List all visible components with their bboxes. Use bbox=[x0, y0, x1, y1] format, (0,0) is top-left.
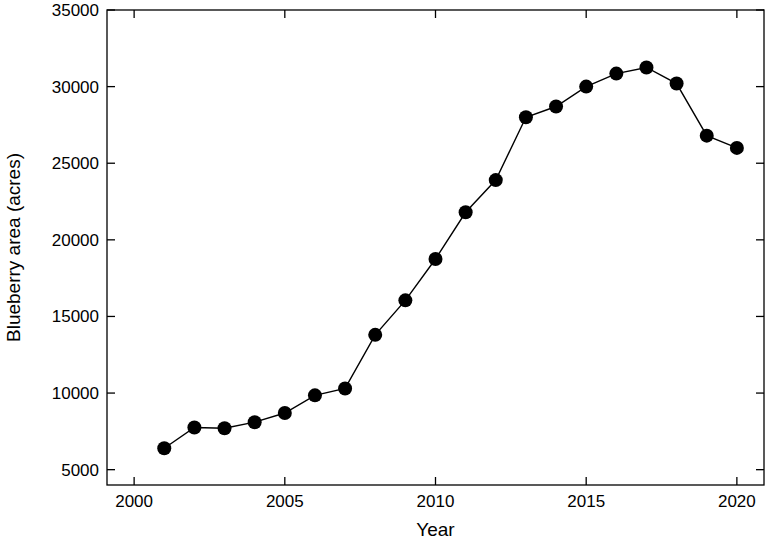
data-point bbox=[338, 381, 352, 395]
data-point bbox=[730, 141, 744, 155]
y-tick-right bbox=[756, 9, 764, 10]
x-tick-top bbox=[736, 10, 737, 18]
data-point bbox=[429, 252, 443, 266]
y-tick-right bbox=[756, 392, 764, 393]
y-tick-label: 10000 bbox=[52, 384, 99, 403]
data-point bbox=[248, 415, 262, 429]
x-tick bbox=[736, 477, 737, 485]
y-tick-label: 15000 bbox=[52, 307, 99, 326]
data-point bbox=[278, 406, 292, 420]
y-tick-label: 20000 bbox=[52, 231, 99, 250]
x-axis-title: Year bbox=[416, 519, 455, 540]
data-point bbox=[308, 388, 322, 402]
chart: 5000 10000 15000 20000 25000 30000 35000 2000 20… bbox=[0, 0, 768, 545]
data-point bbox=[670, 77, 684, 91]
data-point bbox=[157, 441, 171, 455]
x-tick-top bbox=[133, 10, 134, 18]
y-tick bbox=[107, 163, 115, 164]
y-tick-label: 25000 bbox=[52, 154, 99, 173]
y-tick bbox=[107, 9, 115, 10]
y-tick-right bbox=[756, 163, 764, 164]
x-tick bbox=[133, 477, 134, 485]
data-point bbox=[218, 421, 232, 435]
data-line bbox=[164, 67, 737, 448]
data-point bbox=[519, 110, 533, 124]
y-axis-title: Blueberry area (acres) bbox=[3, 153, 24, 342]
x-tick-label: 2015 bbox=[567, 492, 605, 511]
y-tick bbox=[107, 316, 115, 317]
y-tick-right bbox=[756, 86, 764, 87]
x-tick bbox=[435, 477, 436, 485]
data-point bbox=[459, 205, 473, 219]
data-point bbox=[187, 421, 201, 435]
y-tick bbox=[107, 239, 115, 240]
x-tick-top bbox=[284, 10, 285, 18]
y-tick-label: 35000 bbox=[52, 1, 99, 20]
y-tick bbox=[107, 469, 115, 470]
y-tick bbox=[107, 392, 115, 393]
x-tick-label: 2020 bbox=[718, 492, 756, 511]
x-tick bbox=[284, 477, 285, 485]
x-tick-label: 2000 bbox=[115, 492, 153, 511]
y-tick-label: 5000 bbox=[61, 461, 99, 480]
y-tick-right bbox=[756, 239, 764, 240]
plot-frame bbox=[107, 10, 764, 485]
x-tick-top bbox=[435, 10, 436, 18]
data-point bbox=[609, 67, 623, 81]
x-tick bbox=[586, 477, 587, 485]
data-point bbox=[579, 80, 593, 94]
plot-data bbox=[157, 60, 744, 455]
data-point bbox=[700, 129, 714, 143]
y-tick bbox=[107, 86, 115, 87]
x-tick-top bbox=[586, 10, 587, 18]
data-point bbox=[549, 100, 563, 114]
data-point bbox=[398, 293, 412, 307]
data-point bbox=[368, 328, 382, 342]
data-point bbox=[639, 60, 653, 74]
y-tick-label: 30000 bbox=[52, 78, 99, 97]
data-point bbox=[489, 173, 503, 187]
x-tick-label: 2005 bbox=[266, 492, 304, 511]
y-tick-right bbox=[756, 316, 764, 317]
x-tick-label: 2010 bbox=[417, 492, 455, 511]
y-tick-right bbox=[756, 469, 764, 470]
